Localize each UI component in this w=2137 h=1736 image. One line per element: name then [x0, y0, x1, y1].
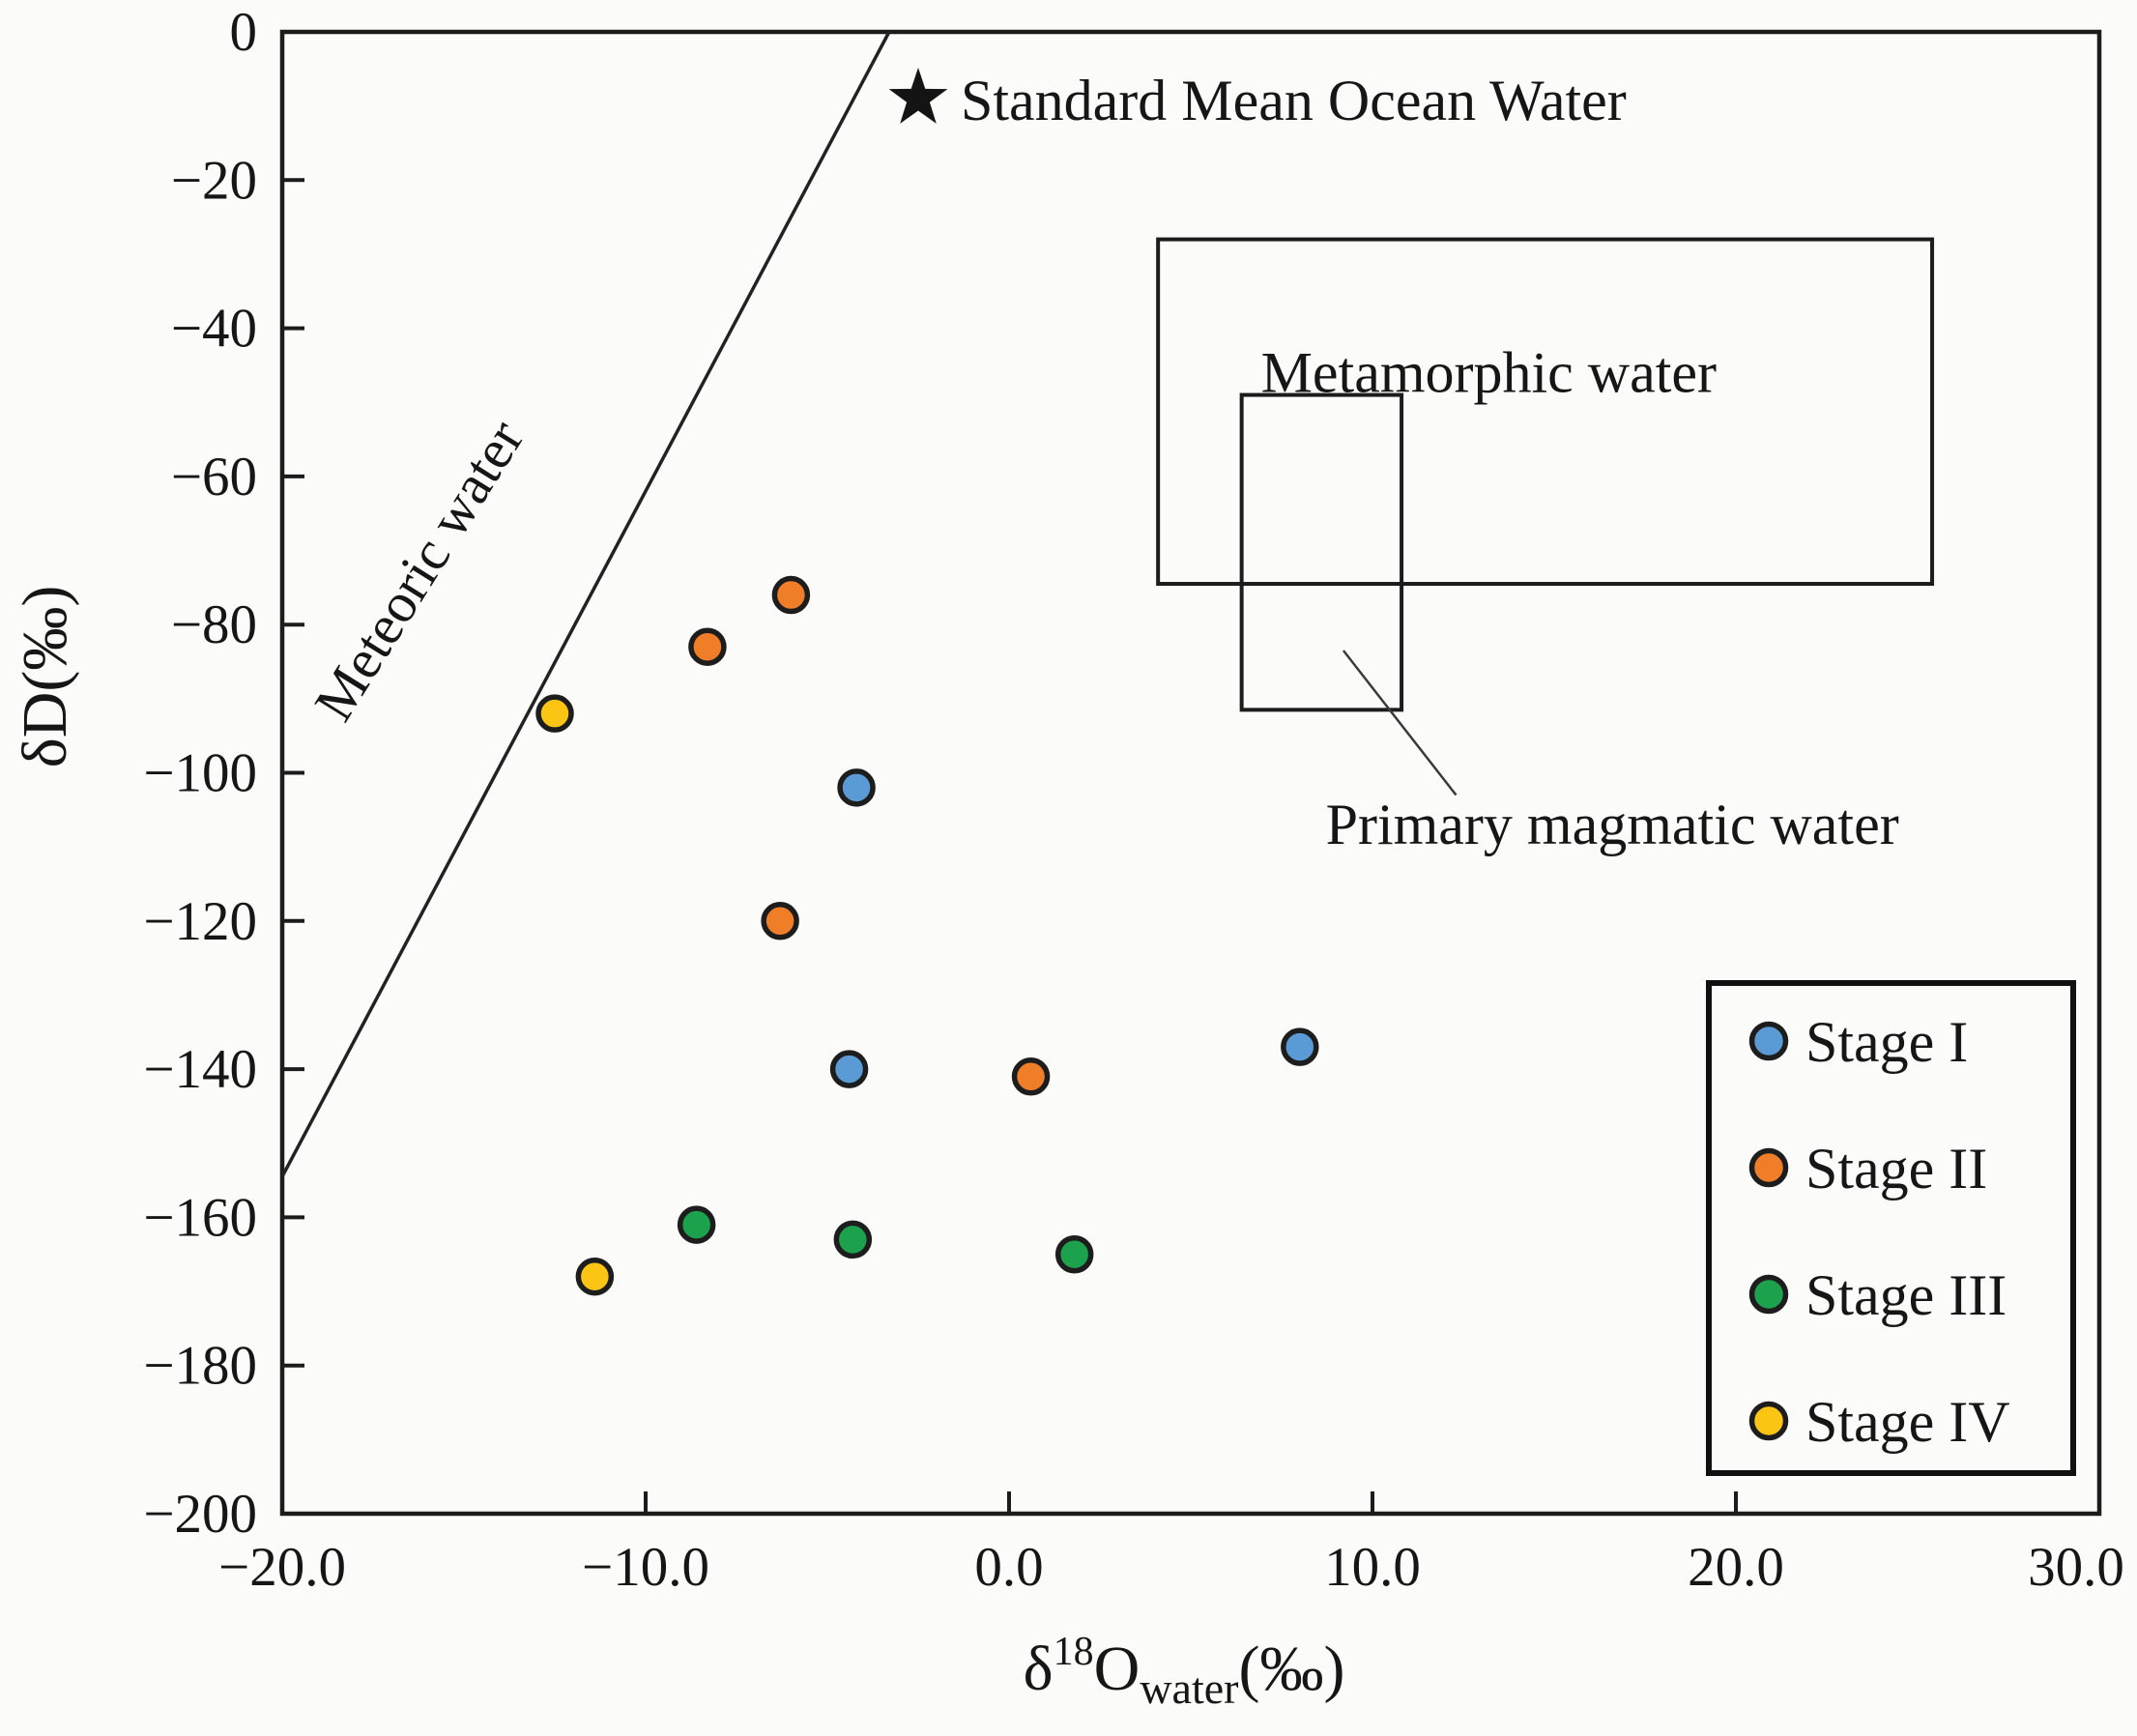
- primary-magmatic-water-box-leader-line: [1342, 650, 1458, 796]
- y-tick-label: −100: [143, 743, 257, 804]
- data-point-stage-iii: [833, 1220, 873, 1259]
- legend-swatch-stage-iv: [1748, 1401, 1789, 1441]
- smow-star-icon: [888, 68, 948, 124]
- x-tick-label: 0.0: [974, 1537, 1043, 1598]
- y-tick-label: −200: [143, 1484, 257, 1545]
- primary-magmatic-water-box: [1239, 392, 1404, 712]
- x-tick-label: 20.0: [1688, 1537, 1784, 1598]
- legend-label-stage-iv: Stage IV: [1805, 1390, 2010, 1454]
- legend-swatch-stage-ii: [1748, 1147, 1789, 1188]
- legend-swatch-stage-i: [1748, 1021, 1789, 1061]
- x-tick-label: −10.0: [582, 1537, 709, 1598]
- metamorphic-water-box: [1156, 237, 1935, 587]
- legend-label-stage-ii: Stage II: [1805, 1137, 1987, 1201]
- y-axis-title: δD(‰): [10, 586, 80, 768]
- y-tick-label: −140: [143, 1039, 257, 1100]
- y-tick-label: 0: [230, 2, 258, 63]
- data-point-stage-ii: [761, 902, 799, 940]
- y-tick-label: −80: [171, 594, 257, 655]
- y-tick-label: −60: [171, 447, 257, 507]
- legend-label-stage-i: Stage I: [1805, 1010, 1968, 1074]
- y-tick-label: −180: [143, 1336, 257, 1397]
- data-point-stage-ii: [1011, 1057, 1051, 1096]
- x-tick-label: −20.0: [218, 1537, 346, 1598]
- data-point-stage-iv: [575, 1257, 615, 1296]
- data-point-stage-i: [829, 1050, 869, 1088]
- data-point-stage-iii: [677, 1205, 716, 1244]
- data-point-stage-ii: [771, 575, 811, 615]
- y-tick-label: −20: [171, 150, 257, 211]
- y-tick-label: −160: [143, 1187, 257, 1248]
- data-point-stage-i: [1281, 1027, 1319, 1066]
- primary-magmatic-water-box-label: Primary magmatic water: [1326, 793, 1899, 856]
- smow-label: Standard Mean Ocean Water: [961, 69, 1627, 132]
- y-tick-label: −120: [143, 891, 257, 952]
- data-point-stage-iii: [1054, 1234, 1094, 1274]
- legend-box: [1706, 980, 2076, 1476]
- legend-label-stage-iii: Stage III: [1805, 1263, 2007, 1327]
- data-point-stage-iv: [535, 694, 574, 733]
- legend-swatch-stage-iii: [1748, 1274, 1789, 1315]
- x-tick-label: 10.0: [1324, 1537, 1421, 1598]
- x-tick-label: 30.0: [2028, 1537, 2124, 1598]
- y-tick-label: −40: [171, 299, 257, 360]
- data-point-stage-ii: [688, 627, 727, 666]
- data-point-stage-i: [837, 768, 876, 807]
- meteoric-water-line: [280, 31, 891, 1178]
